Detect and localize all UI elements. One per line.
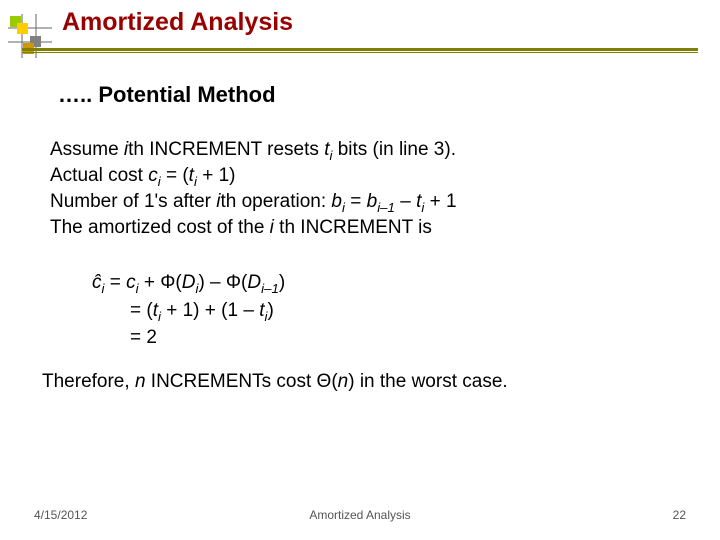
text: INCREMENTs cost Θ( xyxy=(146,371,338,392)
footer-page: 22 xyxy=(673,508,686,522)
var-d: D xyxy=(247,272,261,293)
text: + 1) xyxy=(197,165,236,186)
var-b: b xyxy=(331,191,342,212)
slide: Amortized Analysis ….. Potential Method … xyxy=(0,0,720,540)
text: th INCREMENT resets xyxy=(128,139,324,160)
eq-line-3: = 2 xyxy=(92,325,680,351)
equation-block: ĉi = ci + Φ(Di) – Φ(Di–1) = (ti + 1) + (… xyxy=(92,270,680,351)
eq-line-2: = (ti + 1) + (1 – ti) xyxy=(92,298,680,326)
line-2: Actual cost ci = (ti + 1) xyxy=(50,164,680,190)
text: + 1) + (1 – xyxy=(161,300,259,321)
slide-subtitle: ….. Potential Method xyxy=(58,82,276,108)
text: th operation: xyxy=(220,191,331,212)
sub-im1: i–1 xyxy=(261,281,279,296)
line-1: Assume ith INCREMENT resets ti bits (in … xyxy=(50,138,680,164)
text: = xyxy=(345,191,367,212)
text: Assume xyxy=(50,139,124,160)
sub-im1: i–1 xyxy=(377,200,395,215)
line-3: Number of 1's after ith operation: bi = … xyxy=(50,190,680,216)
text: The amortized cost of the xyxy=(50,217,270,238)
body-paragraph-1: Assume ith INCREMENT resets ti bits (in … xyxy=(50,138,680,241)
text: Actual cost xyxy=(50,165,148,186)
title-rule xyxy=(22,48,698,53)
var-n: n xyxy=(135,371,146,392)
text: ) xyxy=(279,272,285,293)
text: – xyxy=(395,191,416,212)
text: = ( xyxy=(161,165,189,186)
text: = xyxy=(104,272,126,293)
text: ) – Φ( xyxy=(198,272,247,293)
text: Therefore, xyxy=(42,371,135,392)
text: + Φ( xyxy=(139,272,182,293)
text: + 1 xyxy=(424,191,456,212)
var-i: i xyxy=(270,217,280,238)
var-c: c xyxy=(148,165,158,186)
text: ) in the worst case. xyxy=(348,371,507,392)
var-n: n xyxy=(338,371,349,392)
text: bits (in line 3). xyxy=(332,139,456,160)
footer-title: Amortized Analysis xyxy=(0,508,720,522)
text: ) xyxy=(267,300,273,321)
footer: 4/15/2012 Amortized Analysis 22 xyxy=(0,508,720,528)
var-d: D xyxy=(182,272,196,293)
text: = 2 xyxy=(92,325,157,351)
var-chat: ĉ xyxy=(92,272,102,293)
eq-line-1: ĉi = ci + Φ(Di) – Φ(Di–1) xyxy=(92,270,680,298)
text: th INCREMENT is xyxy=(279,217,432,238)
line-4: The amortized cost of the i th INCREMENT… xyxy=(50,216,680,241)
text: = ( xyxy=(130,300,153,321)
var-b: b xyxy=(367,191,378,212)
var-c: c xyxy=(126,272,136,293)
text: Number of 1's after xyxy=(50,191,216,212)
conclusion: Therefore, n INCREMENTs cost Θ(n) in the… xyxy=(42,370,680,395)
slide-title: Amortized Analysis xyxy=(62,8,293,37)
